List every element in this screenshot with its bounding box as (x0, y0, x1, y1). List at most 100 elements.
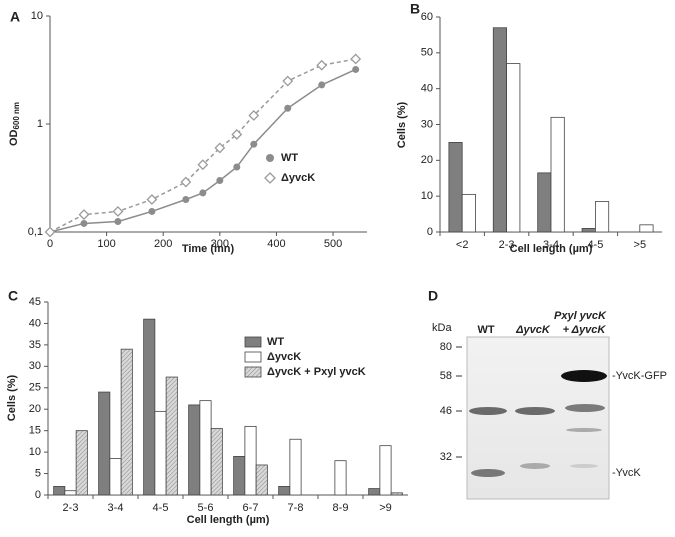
bar (550, 116, 565, 233)
y-tick-label: 30 (29, 360, 41, 372)
point (216, 176, 224, 184)
point (214, 142, 226, 154)
bar (448, 142, 463, 233)
y-tick-label: 15 (29, 425, 41, 437)
point (199, 189, 207, 197)
lane-label: ΔyvcK (515, 324, 551, 336)
x-tick-label: 8-9 (333, 502, 349, 514)
x-axis-title: Cell length (µm) (510, 243, 593, 255)
y-tick-label: 60 (421, 11, 433, 23)
y-tick-label: 0 (35, 489, 41, 501)
bar (53, 486, 66, 496)
x-tick-label: 0 (47, 238, 53, 250)
bar (199, 400, 212, 496)
y-tick-label: 25 (29, 382, 41, 394)
bar (75, 430, 88, 496)
marker-label: 46 (440, 405, 452, 417)
blot-panel: D kDa WT ΔyvcK Pxyl yvcK + ΔyvcK 80 58 4… (428, 288, 667, 500)
marker-label: 80 (440, 341, 452, 353)
lane-label: WT (477, 324, 494, 336)
marker-ticks (456, 346, 462, 458)
x-tick-label: 2-3 (499, 239, 515, 251)
bar (98, 391, 111, 496)
marker-label: 58 (440, 370, 452, 382)
x-tick-label: 300 (211, 238, 229, 250)
point (316, 59, 328, 71)
panel-label: D (428, 288, 438, 304)
lane-label: + ΔyvcK (563, 324, 607, 336)
y-tick-label: 10 (31, 10, 43, 22)
x-tick-label: 400 (267, 238, 285, 250)
point (180, 176, 192, 188)
bar (278, 486, 291, 496)
bar (109, 458, 122, 496)
series-line (49, 58, 356, 233)
x-tick-label: >5 (634, 239, 647, 251)
y-tick-label: 40 (421, 83, 433, 95)
bar (334, 460, 347, 496)
legend-label: WT (281, 152, 298, 164)
bar (165, 376, 178, 496)
bar (289, 438, 302, 496)
x-tick-label: 500 (324, 238, 342, 250)
series-line (49, 68, 356, 233)
x-tick-label: 2-3 (63, 502, 79, 514)
point (233, 163, 241, 171)
bar (120, 348, 133, 496)
chart-panel: B Cell length (µm) Cells (%) 0 10 20 30 40 50 60 <… (396, 1, 662, 255)
y-tick-label: 0 (427, 226, 433, 238)
y-axis-title-sub: 600 nm (12, 102, 21, 130)
point (231, 129, 243, 140)
y-tick-label: 10 (29, 446, 41, 458)
y-tick-label: 0,1 (28, 226, 43, 238)
y-tick-label: 30 (421, 118, 433, 130)
marker-label: 32 (440, 451, 452, 463)
legend-swatch (244, 366, 262, 378)
y-tick-label: 10 (421, 190, 433, 202)
point (197, 159, 209, 171)
point (148, 207, 156, 215)
point (284, 104, 292, 112)
y-tick-label: 20 (29, 403, 41, 415)
x-tick-label: 200 (154, 238, 172, 250)
y-axis-title: Cells (%) (6, 374, 18, 421)
band-label: -YvcK (612, 467, 641, 479)
bar (492, 27, 507, 233)
bands (469, 370, 607, 477)
point (318, 81, 326, 89)
x-tick-label: 7-8 (288, 502, 304, 514)
y-tick-label: 40 (29, 317, 41, 329)
bar (581, 228, 596, 233)
point (78, 209, 90, 220)
band-label: -YvcK-GFP (612, 370, 667, 382)
x-tick-label: 4-5 (587, 239, 603, 251)
x-tick-label: 6-7 (243, 502, 259, 514)
x-tick-label: <2 (456, 239, 469, 251)
point (182, 195, 190, 203)
bar (639, 224, 654, 233)
bar (595, 201, 610, 233)
y-tick-label: 50 (421, 47, 433, 59)
y-axis-title: OD600 nm (8, 102, 21, 146)
point (44, 226, 56, 238)
bar (210, 428, 223, 496)
bar (233, 455, 246, 496)
bar (506, 63, 521, 233)
point (146, 194, 158, 205)
point (282, 75, 294, 87)
point (352, 65, 360, 73)
bar (368, 488, 381, 496)
bar (255, 464, 268, 496)
bar (188, 404, 201, 496)
bar (537, 172, 552, 233)
legend-label: WT (267, 336, 284, 348)
x-tick-label: 100 (97, 238, 115, 250)
panel-label: C (8, 288, 18, 304)
bar (379, 445, 392, 496)
y-tick-label: 20 (421, 154, 433, 166)
bar (461, 193, 476, 233)
x-axis-title: Cell length (µm) (187, 514, 270, 526)
chart-panel: C Cell length (µm) Cells (%) 0 5 10 15 20 25 30 35… (6, 288, 408, 526)
